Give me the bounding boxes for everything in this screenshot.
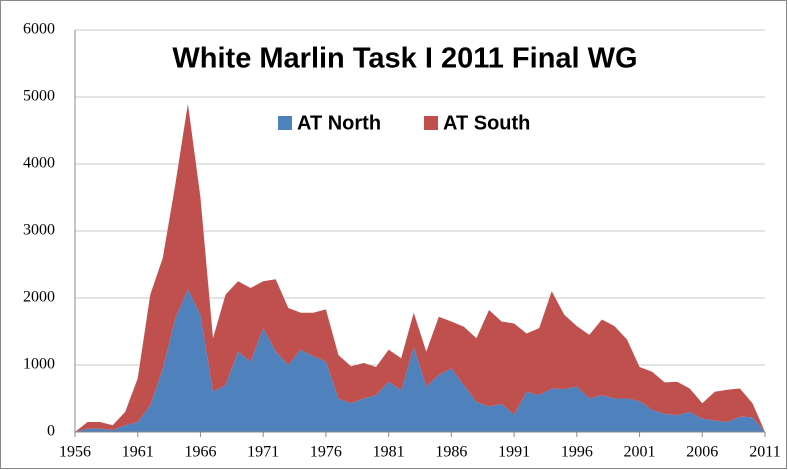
x-tick-label: 1976: [310, 444, 342, 461]
y-tick-label: 1000: [23, 356, 55, 373]
x-tick-label: 1961: [122, 444, 154, 461]
y-tick-label: 6000: [23, 21, 55, 38]
x-tick-label: 1956: [59, 444, 91, 461]
x-tick-label: 1966: [184, 444, 216, 461]
legend-swatch: [424, 116, 438, 130]
x-tick-label: 2011: [749, 444, 780, 461]
x-tick-label: 2001: [624, 444, 656, 461]
x-tick-label: 1996: [561, 444, 593, 461]
y-tick-label: 3000: [23, 222, 55, 239]
x-tick-label: 1971: [247, 444, 279, 461]
x-tick-label: 1981: [373, 444, 405, 461]
y-tick-label: 0: [47, 423, 55, 440]
area: [75, 103, 765, 432]
legend-swatch: [278, 116, 292, 130]
x-tick-label: 1986: [435, 444, 467, 461]
legend-label: AT South: [443, 112, 530, 134]
y-tick-label: 2000: [23, 289, 55, 306]
legend-label: AT North: [297, 112, 381, 134]
x-tick-label: 2006: [686, 444, 718, 461]
y-tick-label: 5000: [23, 88, 55, 105]
x-tick-label: 1991: [498, 444, 530, 461]
y-tick-label: 4000: [23, 155, 55, 172]
chart-title: White Marlin Task I 2011 Final WG: [172, 43, 637, 75]
area: [75, 289, 765, 432]
